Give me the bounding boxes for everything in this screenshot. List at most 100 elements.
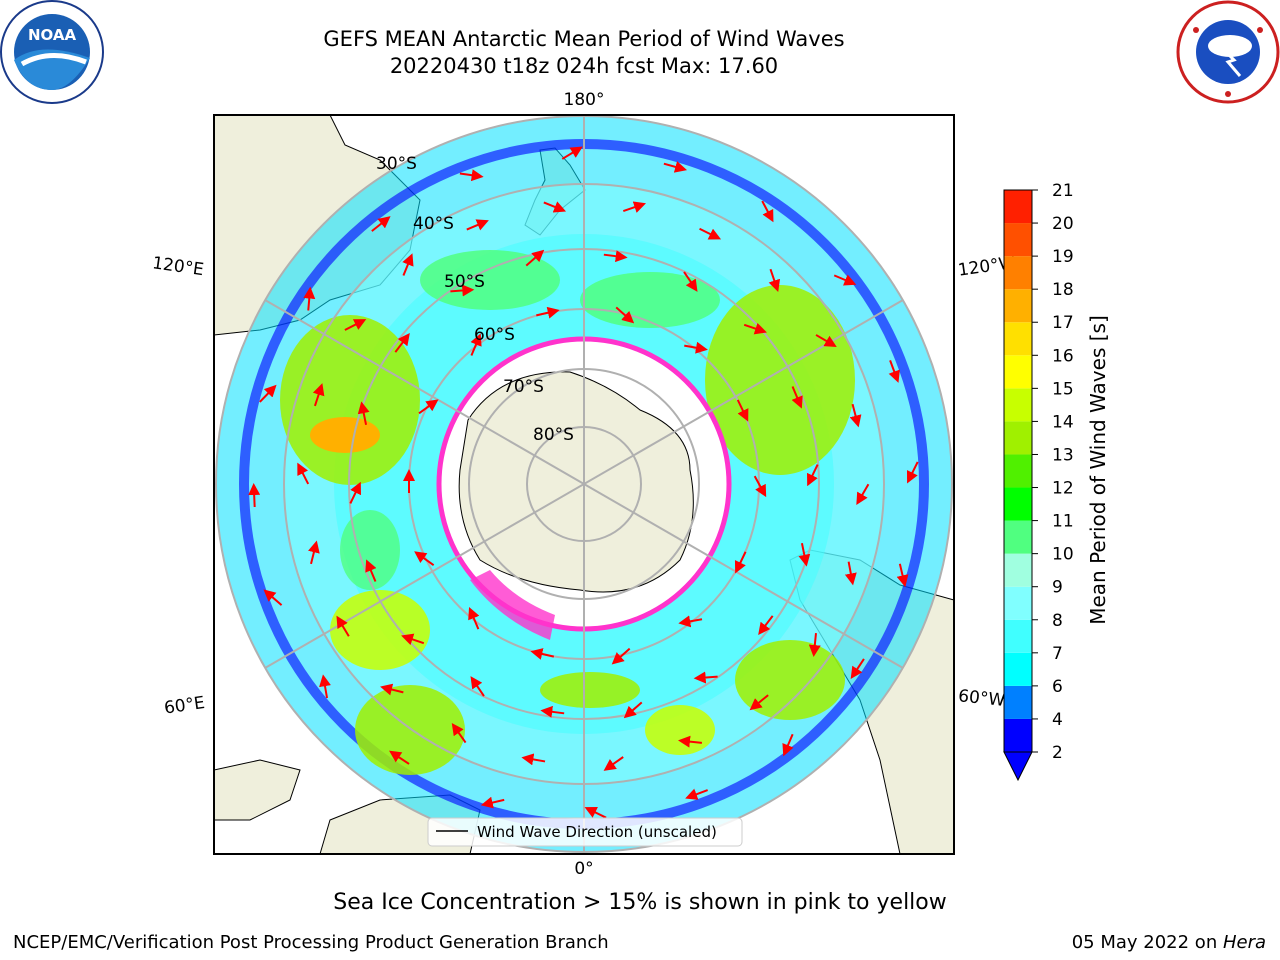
wave-direction-arrow xyxy=(844,561,857,586)
wave-direction-arrow xyxy=(850,658,865,679)
wave-direction-arrow xyxy=(303,286,316,311)
sea-ice-band xyxy=(470,570,555,640)
colorbar-segment xyxy=(1004,652,1032,686)
colorbar-segment xyxy=(1004,454,1032,488)
wave-direction-arrow xyxy=(357,401,370,426)
footer-date-text: 05 May 2022 on xyxy=(1071,932,1223,953)
colorbar-segment xyxy=(1004,190,1032,224)
noaa-logo: NOAA xyxy=(0,0,104,104)
colorbar-segment xyxy=(1004,520,1032,554)
wave-direction-arrow xyxy=(380,683,404,696)
wave-direction-arrow xyxy=(263,589,283,606)
colorbar-segment xyxy=(1004,355,1032,389)
wave-direction-arrow xyxy=(611,647,631,665)
wave-direction-arrow xyxy=(480,796,505,809)
footer-credit: NCEP/EMC/Verification Post Processing Pr… xyxy=(13,932,609,953)
lon-label-top: 180° xyxy=(564,90,605,110)
wave-direction-arrow xyxy=(782,733,794,757)
wave-direction-arrow xyxy=(468,606,480,630)
wave-direction-arrow xyxy=(466,219,489,231)
wave-direction-arrow xyxy=(736,399,749,422)
colorbar-tick-label: 16 xyxy=(1052,346,1074,366)
colorbar-segment xyxy=(1004,685,1032,719)
colorbar-tick-label: 2 xyxy=(1052,743,1063,763)
lon-label-lower-left: 60°E xyxy=(163,693,206,718)
wave-direction-arrow xyxy=(603,250,628,263)
colorbar-segment xyxy=(1004,223,1032,257)
wave-direction-arrow xyxy=(753,475,767,498)
wave-patch xyxy=(355,685,465,775)
wave-direction-arrow xyxy=(808,633,821,658)
colorbar-segment xyxy=(1004,487,1032,521)
wave-direction-arrow xyxy=(344,319,367,331)
wave-direction-arrow xyxy=(459,169,484,182)
colorbar-segment xyxy=(1004,553,1032,587)
colorbar-tick-label: 6 xyxy=(1052,677,1063,697)
nws-logo xyxy=(1176,0,1280,104)
wave-direction-arrow xyxy=(684,341,708,354)
wave-direction-arrow xyxy=(678,735,702,748)
wave-direction-arrow xyxy=(401,633,425,646)
colorbar-segment xyxy=(1004,619,1032,653)
colorbar-segment xyxy=(1004,388,1032,422)
wave-direction-arrow xyxy=(259,384,277,403)
wave-direction-arrow xyxy=(761,200,774,223)
map-legend: Wind Wave Direction (unscaled) xyxy=(427,817,743,847)
colorbar-tick-label: 15 xyxy=(1052,379,1074,399)
wave-direction-arrow xyxy=(856,483,870,506)
colorbar-segment xyxy=(1004,322,1032,356)
wave-direction-arrow xyxy=(815,334,837,348)
colorbar-extend-arrow xyxy=(1003,751,1033,782)
wave-direction-arrow xyxy=(622,201,647,213)
colorbar-tick-label: 14 xyxy=(1052,412,1074,432)
wave-direction-arrow xyxy=(768,268,781,292)
wave-direction-arrow xyxy=(798,542,811,567)
lat-label: 60°S xyxy=(474,325,515,345)
colorbar-tick-label: 10 xyxy=(1052,545,1074,565)
wave-direction-arrow xyxy=(418,399,439,415)
wave-direction-arrow xyxy=(699,227,722,240)
wave-patch xyxy=(420,250,560,310)
wave-direction-arrow xyxy=(319,674,331,699)
wave-direction-arrow xyxy=(906,461,919,484)
colorbar-tick-label: 8 xyxy=(1052,611,1063,631)
land-africa xyxy=(214,759,301,821)
wave-direction-arrow xyxy=(663,161,688,173)
lon-label-bottom: 0° xyxy=(574,859,593,879)
wave-direction-arrow xyxy=(734,551,747,574)
colorbar-segment xyxy=(1004,256,1032,290)
wave-direction-arrow xyxy=(414,551,435,566)
noaa-logo-text: NOAA xyxy=(28,26,77,44)
lon-label-lower-right: 60°W xyxy=(957,686,1006,711)
wave-direction-arrow xyxy=(248,483,261,508)
lat-label: 70°S xyxy=(503,377,544,397)
colorbar-tick-label: 4 xyxy=(1052,710,1063,730)
footer-date: 05 May 2022 on Hera xyxy=(1072,932,1266,953)
wave-direction-arrow xyxy=(308,540,320,565)
wave-direction-arrow xyxy=(615,306,635,324)
colorbar-tick-label: 17 xyxy=(1052,313,1074,333)
colorbar-tick-label: 13 xyxy=(1052,445,1074,465)
wave-direction-arrow xyxy=(536,306,560,319)
wave-direction-arrow xyxy=(693,671,718,684)
colorbar-tick-label: 18 xyxy=(1052,280,1074,300)
lat-label: 50°S xyxy=(444,272,485,292)
wave-patch-max xyxy=(310,417,380,453)
wave-direction-arrow xyxy=(807,464,819,487)
colorbar-frame xyxy=(1003,189,1033,753)
chart-subtitle: 20220430 t18z 024h fcst Max: 17.60 xyxy=(389,54,779,78)
wave-direction-arrow xyxy=(521,753,546,766)
wave-direction-arrow xyxy=(470,676,485,697)
wave-patch xyxy=(580,272,720,328)
wave-direction-arrow xyxy=(561,146,583,160)
footer-host: Hera xyxy=(1222,932,1266,953)
wind-wave-arrows xyxy=(248,146,919,819)
wave-patch xyxy=(735,640,845,720)
lat-label: 80°S xyxy=(533,425,574,445)
colorbar-tick-label: 7 xyxy=(1052,644,1063,664)
wave-patch xyxy=(540,672,640,708)
wave-direction-arrow xyxy=(896,563,909,588)
wave-direction-arrow xyxy=(685,788,708,800)
wave-direction-arrow xyxy=(603,756,624,771)
colorbar-tick-label: 20 xyxy=(1052,214,1074,234)
